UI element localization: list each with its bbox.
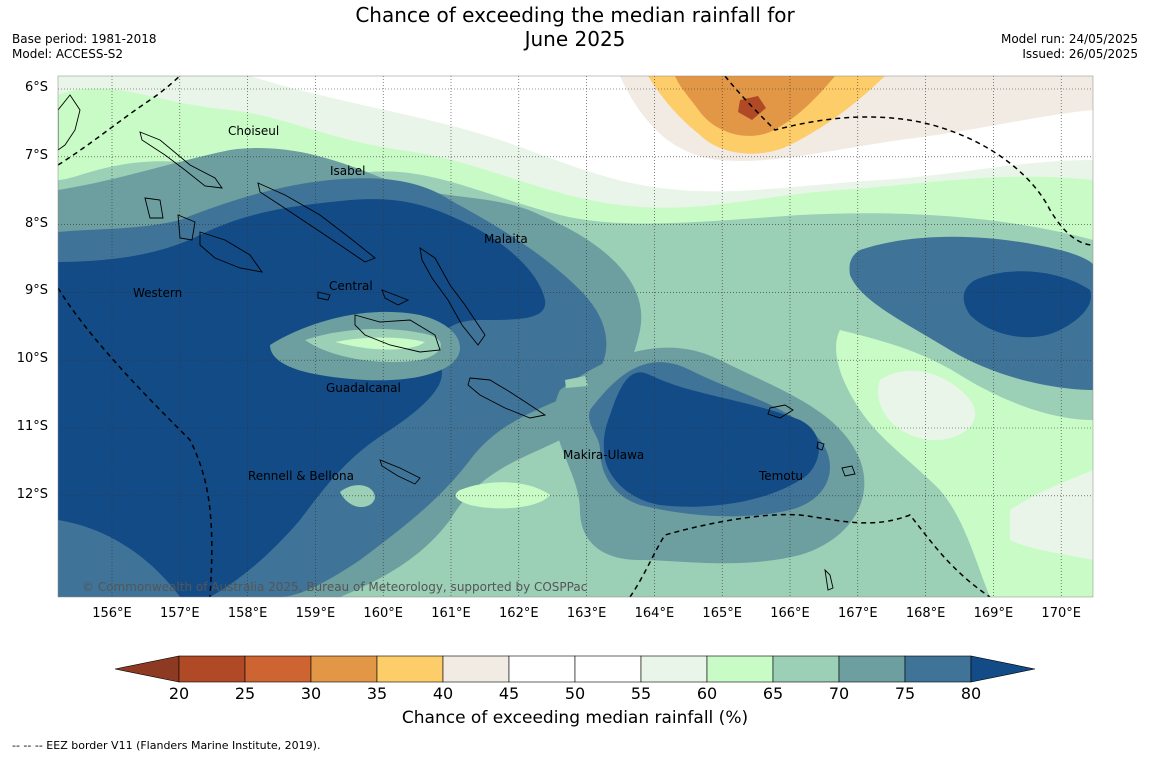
- colorbar-segment: [311, 656, 377, 682]
- y-tick-label: 11°S: [10, 419, 48, 434]
- colorbar-tick-label: 35: [357, 684, 397, 703]
- colorbar-tick-label: 50: [555, 684, 595, 703]
- x-tick-label: 160°E: [353, 606, 413, 621]
- y-tick-label: 12°S: [10, 487, 48, 502]
- colorbar-tick-label: 60: [687, 684, 727, 703]
- y-tick-label: 9°S: [10, 283, 48, 298]
- colorbar-tick-label: 25: [225, 684, 265, 703]
- x-tick-label: 167°E: [828, 606, 888, 621]
- colorbar-segment: [905, 656, 971, 682]
- colorbar-tick-label: 70: [819, 684, 859, 703]
- province-label: Makira-Ulawa: [563, 448, 644, 462]
- colorbar-segment: [179, 656, 245, 682]
- x-tick-label: 164°E: [624, 606, 684, 621]
- colorbar-tick-label: 40: [423, 684, 463, 703]
- province-label: Malaita: [484, 232, 528, 246]
- province-label: Isabel: [330, 164, 365, 178]
- province-label: Western: [133, 286, 182, 300]
- province-label: Choiseul: [228, 124, 279, 138]
- x-tick-label: 157°E: [150, 606, 210, 621]
- province-label: Central: [329, 279, 373, 293]
- colorbar-extend-low: [115, 656, 179, 682]
- x-tick-label: 165°E: [692, 606, 752, 621]
- x-tick-label: 170°E: [1031, 606, 1091, 621]
- eez-legend-note: -- -- -- EEZ border V11 (Flanders Marine…: [12, 739, 320, 752]
- x-tick-label: 169°E: [963, 606, 1023, 621]
- colorbar-segment: [575, 656, 641, 682]
- province-label: Temotu: [759, 469, 803, 483]
- x-tick-label: 166°E: [760, 606, 820, 621]
- province-label: Guadalcanal: [326, 381, 401, 395]
- y-tick-label: 7°S: [10, 148, 48, 163]
- x-tick-label: 163°E: [557, 606, 617, 621]
- x-tick-label: 168°E: [896, 606, 956, 621]
- colorbar: [115, 656, 1035, 682]
- x-tick-label: 156°E: [82, 606, 142, 621]
- x-tick-label: 158°E: [218, 606, 278, 621]
- colorbar-tick-label: 20: [159, 684, 199, 703]
- x-tick-label: 162°E: [489, 606, 549, 621]
- x-tick-label: 159°E: [285, 606, 345, 621]
- colorbar-label: Chance of exceeding median rainfall (%): [0, 708, 1150, 728]
- colorbar-segment: [773, 656, 839, 682]
- colorbar-segment: [245, 656, 311, 682]
- colorbar-segment: [641, 656, 707, 682]
- y-tick-label: 6°S: [10, 80, 48, 95]
- colorbar-segment: [707, 656, 773, 682]
- colorbar-extend-high: [971, 656, 1035, 682]
- rainfall-shading: [58, 76, 1093, 597]
- colorbar-segment: [509, 656, 575, 682]
- x-tick-label: 161°E: [421, 606, 481, 621]
- copyright-notice: © Commonwealth of Australia 2025, Bureau…: [82, 580, 587, 594]
- colorbar-tick-label: 45: [489, 684, 529, 703]
- province-label: Rennell & Bellona: [248, 469, 354, 483]
- colorbar-segment: [377, 656, 443, 682]
- rainfall-map: [0, 0, 1150, 758]
- colorbar-segment: [443, 656, 509, 682]
- colorbar-tick-label: 80: [951, 684, 991, 703]
- y-tick-label: 10°S: [10, 351, 48, 366]
- colorbar-tick-label: 75: [885, 684, 925, 703]
- colorbar-segment: [839, 656, 905, 682]
- colorbar-tick-label: 55: [621, 684, 661, 703]
- colorbar-tick-label: 30: [291, 684, 331, 703]
- y-tick-label: 8°S: [10, 216, 48, 231]
- colorbar-tick-label: 65: [753, 684, 793, 703]
